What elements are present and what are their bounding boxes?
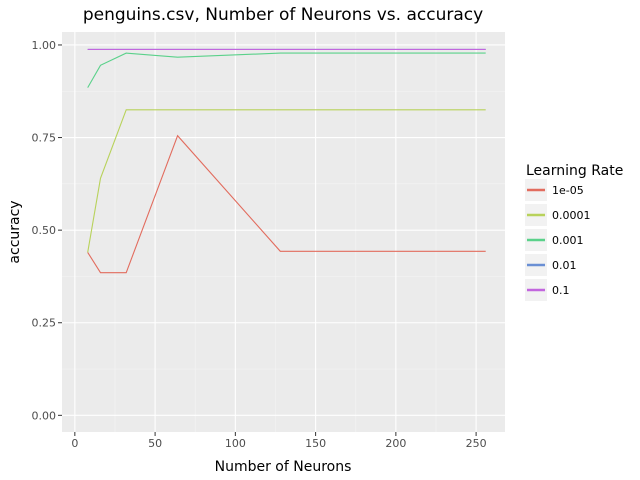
y-tick-label: 0.25 — [32, 317, 57, 330]
chart-title: penguins.csv, Number of Neurons vs. accu… — [83, 5, 483, 25]
x-axis-title: Number of Neurons — [215, 459, 352, 475]
x-tick-label: 150 — [305, 437, 326, 450]
legend-label: 0.01 — [552, 259, 577, 272]
y-axis: 0.00 0.25 0.50 0.75 1.00 — [32, 39, 62, 422]
x-tick-label: 0 — [71, 437, 78, 450]
series-line-0.0001 — [87, 109, 486, 253]
legend: Learning Rate 1e-05 0.0001 0.001 0.01 0.1 — [525, 163, 623, 301]
x-tick-label: 100 — [225, 437, 246, 450]
x-tick-label: 250 — [466, 437, 487, 450]
y-tick-label: 0.50 — [32, 224, 57, 237]
legend-label: 0.001 — [552, 234, 584, 247]
plot-panel — [62, 32, 505, 432]
y-tick-label: 0.75 — [32, 132, 57, 145]
legend-label: 0.1 — [552, 284, 570, 297]
series-line-0.001 — [87, 52, 486, 88]
x-axis: 0 50 100 150 200 250 — [71, 432, 487, 450]
y-tick-label: 0.00 — [32, 409, 57, 422]
legend-title: Learning Rate — [526, 163, 623, 179]
grid-lines — [62, 32, 505, 432]
series-line-1e-05 — [87, 134, 486, 274]
x-tick-label: 200 — [385, 437, 406, 450]
legend-label: 0.0001 — [552, 209, 591, 222]
legend-label: 1e-05 — [552, 184, 584, 197]
x-tick-label: 50 — [148, 437, 162, 450]
y-axis-title: accuracy — [7, 200, 23, 263]
y-tick-label: 1.00 — [32, 39, 57, 52]
series-lines — [87, 48, 486, 274]
legend-items: 1e-05 0.0001 0.001 0.01 0.1 — [525, 179, 591, 301]
